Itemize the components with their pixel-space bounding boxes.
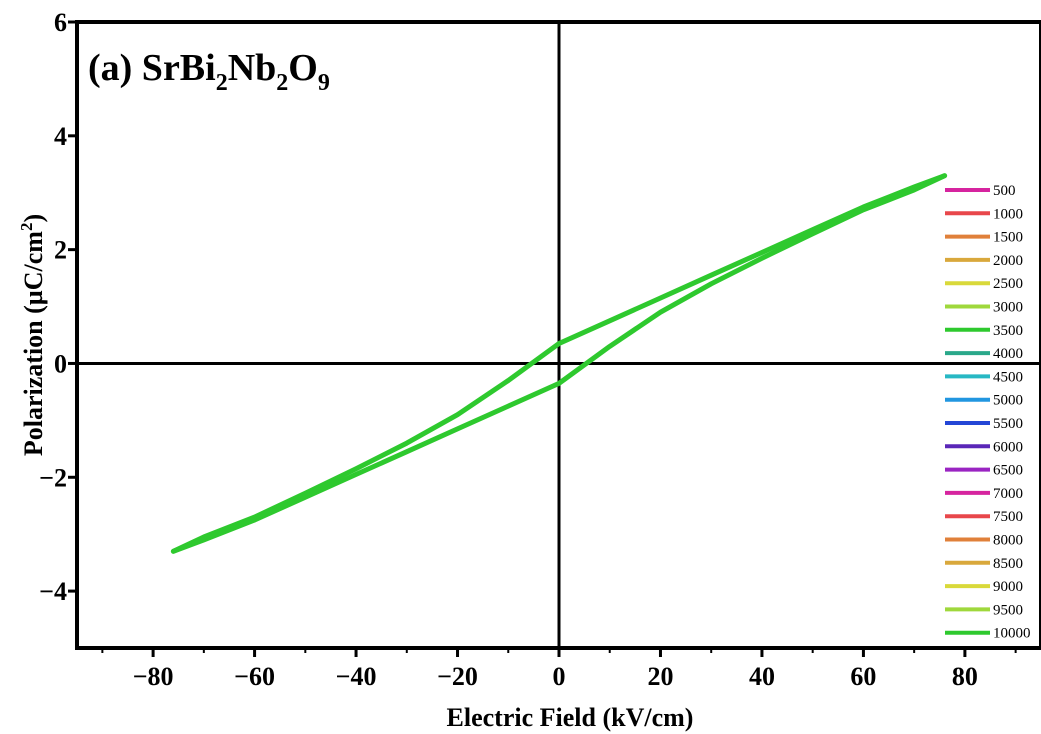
legend-label: 6500 (993, 463, 1023, 479)
legend-item: 7000 (945, 486, 1023, 502)
legend-item: 8500 (945, 556, 1023, 572)
legend-label: 6000 (993, 439, 1023, 455)
x-axis-ticks: −80 −60 −40 −20 0 20 40 60 80 (101, 648, 1017, 691)
loop-lower-branch (170, 173, 948, 554)
legend-item: 7500 (945, 509, 1023, 525)
legend-item: 4000 (945, 346, 1023, 362)
legend-label: 5000 (993, 393, 1023, 409)
legend-label: 7500 (993, 509, 1023, 525)
legend-item: 10000 (945, 626, 1031, 642)
legend-item: 2000 (945, 253, 1023, 269)
legend-label: 4500 (993, 369, 1023, 385)
x-axis-title: Electric Field (kV/cm) (447, 703, 694, 732)
legend-item: 3000 (945, 300, 1023, 316)
y-axis-ticks: −4 −2 0 2 4 6 (39, 8, 77, 606)
legend-item: 1500 (945, 230, 1023, 246)
y-tick-label: −2 (39, 463, 67, 492)
legend-label: 500 (993, 183, 1016, 199)
x-tick-label: 80 (952, 662, 978, 691)
legend-label: 3000 (993, 300, 1023, 316)
legend-item: 3500 (945, 323, 1023, 339)
hysteresis-loop (170, 173, 948, 554)
legend-label: 8500 (993, 556, 1023, 572)
legend-label: 2500 (993, 276, 1023, 292)
x-tick-label: 40 (749, 662, 775, 691)
x-tick-label: 0 (553, 662, 566, 691)
x-tick-label: −20 (437, 662, 478, 691)
legend-item: 5500 (945, 416, 1023, 432)
legend-label: 10000 (993, 626, 1031, 642)
legend-item: 500 (945, 183, 1016, 199)
legend-item: 9000 (945, 579, 1023, 595)
legend-label: 8000 (993, 533, 1023, 549)
legend-label: 1500 (993, 230, 1023, 246)
legend: 500 1000 1500 2000 2500 3000 3500 4000 4500 5000 5… (945, 183, 1031, 642)
legend-label: 4000 (993, 346, 1023, 362)
legend-label: 1000 (993, 206, 1023, 222)
x-tick-label: −60 (234, 662, 275, 691)
loop-upper-branch (170, 173, 948, 554)
y-axis-title: Polarization (µC/cm2) (17, 214, 48, 456)
x-tick-label: −80 (133, 662, 174, 691)
legend-label: 3500 (993, 323, 1023, 339)
y-tick-label: 0 (54, 349, 67, 378)
panel-title: (a) SrBi2Nb2O9 (88, 47, 330, 96)
legend-label: 9000 (993, 579, 1023, 595)
legend-label: 9500 (993, 602, 1023, 618)
y-tick-label: 4 (54, 122, 67, 151)
legend-item: 5000 (945, 393, 1023, 409)
y-tick-label: 2 (54, 236, 67, 265)
legend-item: 1000 (945, 206, 1023, 222)
legend-item: 4500 (945, 369, 1023, 385)
legend-item: 8000 (945, 533, 1023, 549)
legend-item: 2500 (945, 276, 1023, 292)
y-tick-label: 6 (54, 8, 67, 37)
x-tick-label: 20 (647, 662, 673, 691)
y-tick-label: −4 (39, 577, 67, 606)
x-tick-label: −40 (336, 662, 377, 691)
legend-item: 6500 (945, 463, 1023, 479)
legend-label: 2000 (993, 253, 1023, 269)
legend-item: 6000 (945, 439, 1023, 455)
x-tick-label: 60 (850, 662, 876, 691)
legend-label: 5500 (993, 416, 1023, 432)
legend-label: 7000 (993, 486, 1023, 502)
legend-item: 9500 (945, 602, 1023, 618)
